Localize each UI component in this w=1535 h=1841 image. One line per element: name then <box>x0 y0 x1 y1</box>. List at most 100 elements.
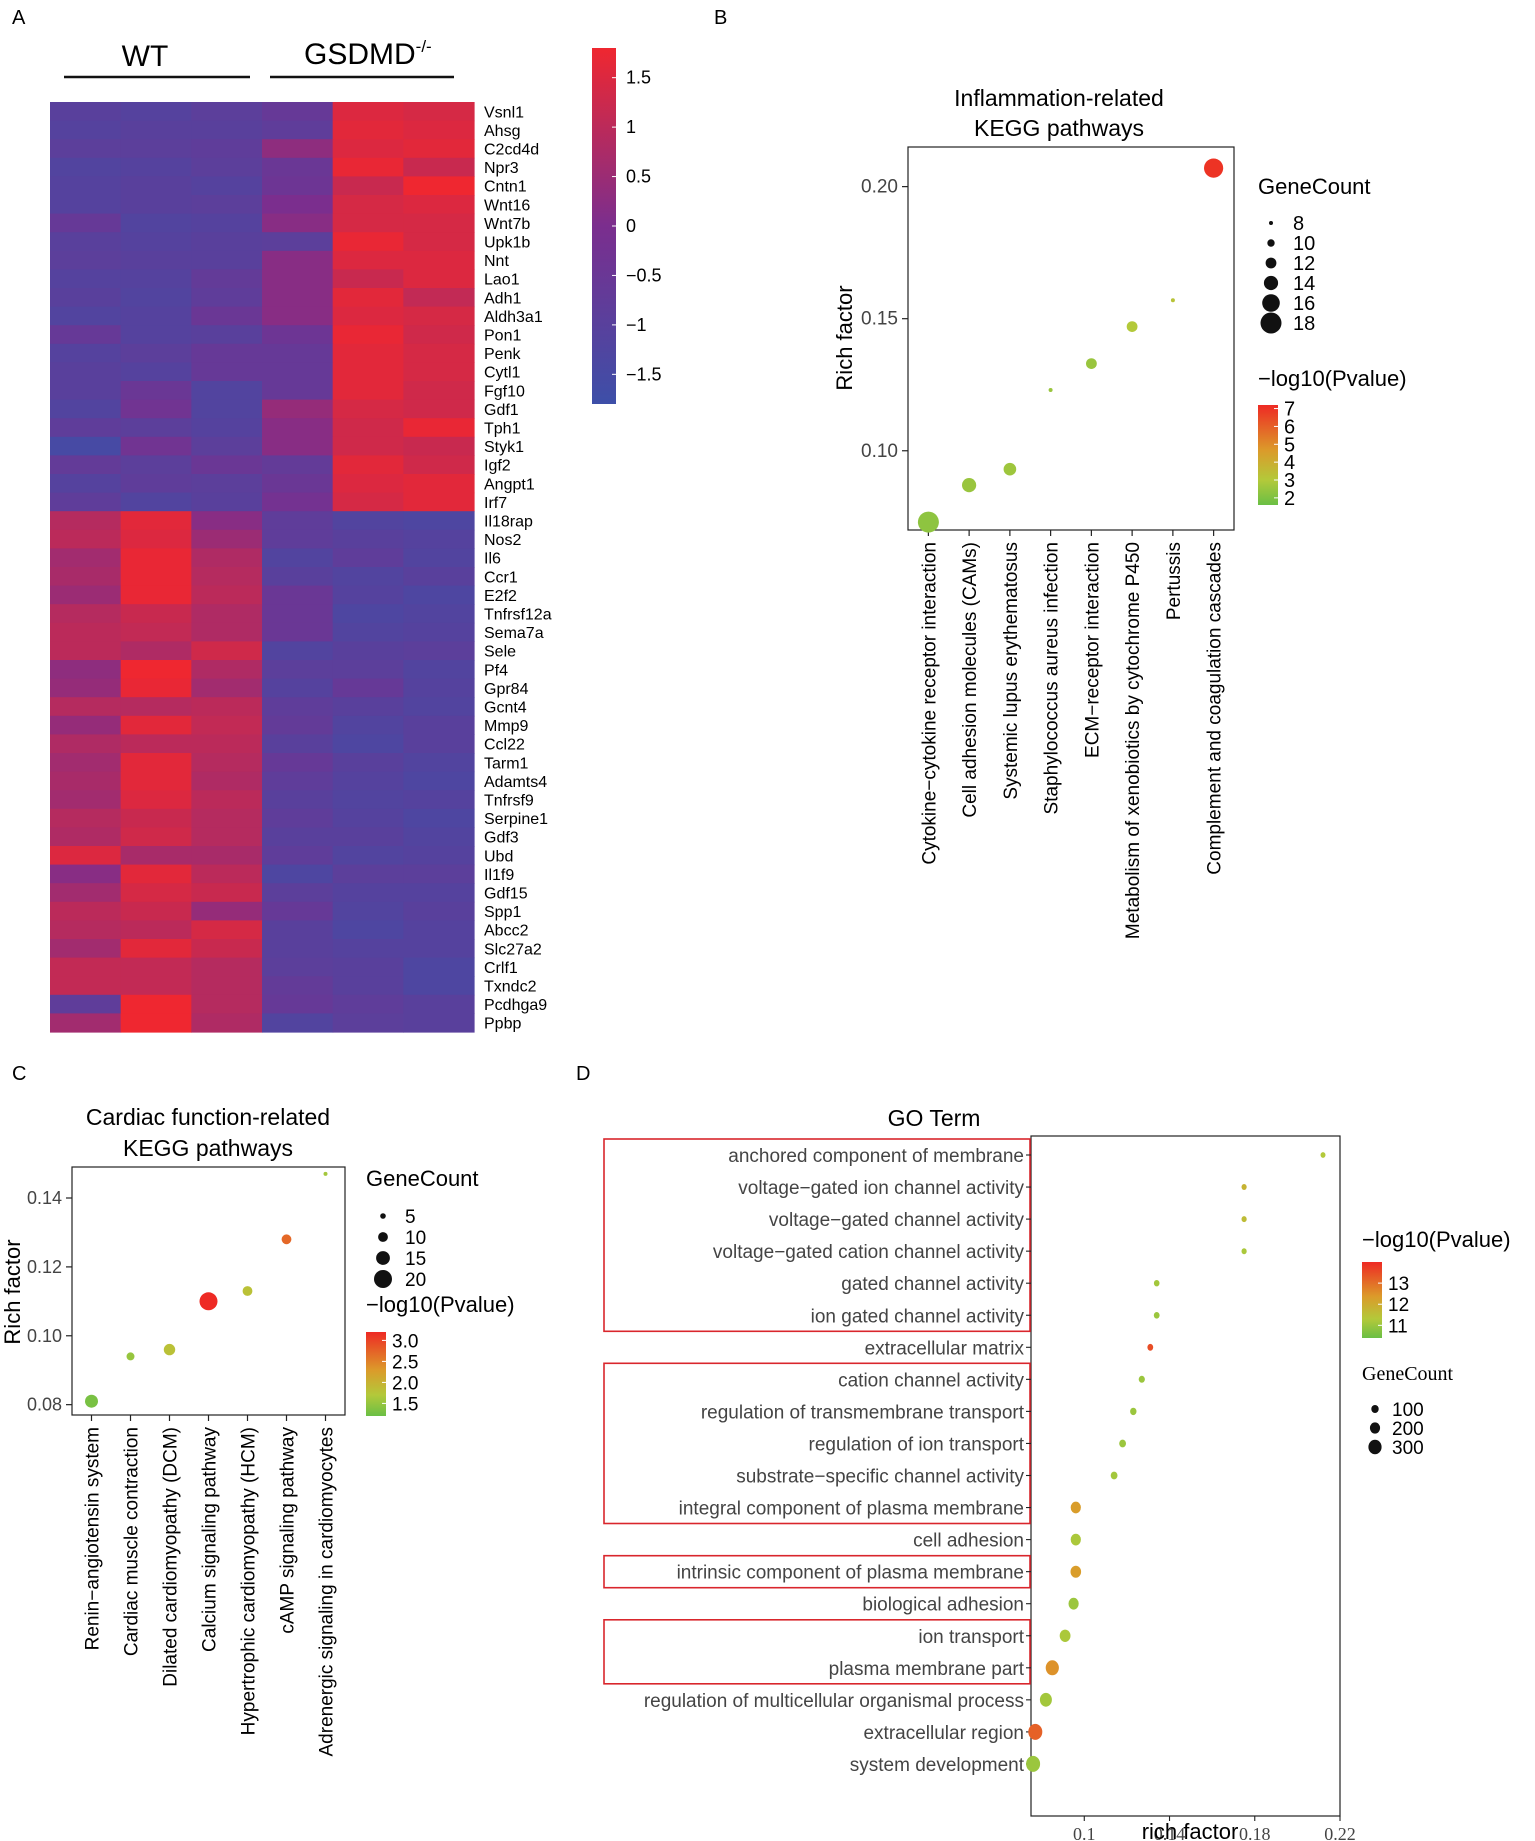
heatmap-cell-gpr84-2 <box>120 678 192 698</box>
chart-b-size-legend-label-2: 12 <box>1293 253 1315 275</box>
heatmap-cell-ahsg-4 <box>262 120 334 140</box>
gene-label-aldh3a1: Aldh3a1 <box>484 309 543 326</box>
chart-d-x-axis: 0.1 0.14 0.18 0.22 <box>1073 1816 1356 1841</box>
chart-c-xtick-renin-angiotensin-system: Renin−angiotensin system <box>83 1427 104 1650</box>
chart-b-size-legend-title: GeneCount <box>1258 174 1371 199</box>
heatmap-cell-tnfrsf12a-2 <box>120 604 192 624</box>
heatmap-cell-txndc2-3 <box>191 976 263 996</box>
group-label-gsdmd-sup: -/- <box>416 37 432 56</box>
heatmap-cell-ccl22-6 <box>403 734 475 754</box>
heatmap-cell-tnfrsf9-2 <box>120 790 192 810</box>
heatmap-cell-sele-5 <box>332 641 404 661</box>
chart-b-y-axis: 0.10 0.15 0.20 <box>861 177 908 462</box>
heatmap-cell-gdf3-6 <box>403 827 475 847</box>
heatmap-cell-il6-4 <box>262 548 334 568</box>
go-point-regulation-of-transmembrane-transport <box>1130 1407 1137 1416</box>
heatmap-cell-igf2-1 <box>50 455 122 475</box>
panel-label-d: D <box>576 1063 590 1085</box>
chart-b-ylabel: Rich factor <box>832 285 857 390</box>
heatmap-cell-tnfrsf9-1 <box>50 790 122 810</box>
gene-label-angpt1: Angpt1 <box>484 476 535 493</box>
chart-b-xtick-pertussis: Pertussis <box>1164 542 1185 620</box>
heatmap-cell-ubd-6 <box>403 846 475 866</box>
heatmap-cell-penk-4 <box>262 343 334 363</box>
gene-label-nos2: Nos2 <box>484 532 521 549</box>
chart-c-title: Cardiac function-related <box>86 1104 330 1130</box>
heatmap-cell-nos2-4 <box>262 529 334 549</box>
go-label-voltage-gated-channel-activity: voltage−gated channel activity <box>769 1210 1025 1231</box>
heatmap-cell-gcnt4-3 <box>191 697 263 717</box>
heatmap-cell-ppbp-5 <box>332 1013 404 1033</box>
gene-label-ccr1: Ccr1 <box>484 569 518 586</box>
gene-label-adh1: Adh1 <box>484 290 521 307</box>
heatmap-cell-il1f9-3 <box>191 864 263 884</box>
heatmap-cell-il6-3 <box>191 548 263 568</box>
chart-b-colorbar-tick-0: 7 <box>1284 399 1295 421</box>
chart-b-title: Inflammation-related <box>954 85 1164 111</box>
colorbar-tick-2: 0.5 <box>626 167 651 187</box>
kegg-inflammation-panel: Inflammation-related KEGG pathways Rich … <box>832 85 1407 939</box>
heatmap-cell-nnt-4 <box>262 250 334 270</box>
chart-c-size-legend-label-0: 5 <box>405 1207 416 1228</box>
heatmap-cell-igf2-4 <box>262 455 334 475</box>
heatmap-cell-pon1-1 <box>50 325 122 345</box>
gene-label-e2f2: E2f2 <box>484 588 517 605</box>
heatmap-cell-nos2-2 <box>120 529 192 549</box>
gene-label-abcc2: Abcc2 <box>484 923 529 940</box>
go-point-regulation-of-multicellular-organismal-process <box>1039 1692 1052 1707</box>
heatmap-cell-gcnt4-1 <box>50 697 122 717</box>
chart-b-xtick-ecm-receptor-interaction: ECM−receptor interaction <box>1082 542 1103 758</box>
heatmap-cell-wnt7b-6 <box>403 213 475 233</box>
chart-c-xtick-calcium-signaling-pathway: Calcium signaling pathway <box>200 1427 221 1652</box>
heatmap-cell-ppbp-2 <box>120 1013 192 1033</box>
chart-c-size-legend-dot-1 <box>378 1232 388 1242</box>
heatmap-cell-ppbp-6 <box>403 1013 475 1033</box>
go-label-cell-adhesion: cell adhesion <box>913 1531 1024 1552</box>
go-label-ion-transport: ion transport <box>918 1627 1024 1648</box>
heatmap-cell-ppbp-1 <box>50 1013 122 1033</box>
go-label-voltage-gated-ion-channel-activity: voltage−gated ion channel activity <box>738 1178 1024 1199</box>
colorbar-tick-4: −0.5 <box>626 265 662 285</box>
gene-label-gdf15: Gdf15 <box>484 886 528 903</box>
heatmap-cell-lao1-4 <box>262 269 334 289</box>
chart-b-size-legend-dot-4 <box>1262 294 1280 312</box>
chart-c-colorbar-tick-1: 2.5 <box>392 1352 418 1373</box>
heatmap-cell-irf7-2 <box>120 492 192 512</box>
go-point-extracellular-matrix <box>1147 1343 1154 1351</box>
chart-b-size-legend-label-1: 10 <box>1293 233 1315 255</box>
chart-c-size-legend-label-2: 15 <box>405 1249 426 1270</box>
chart-b-point-metabolism-of-xenobiotics-by-cytochrome-p450 <box>1126 321 1138 332</box>
chart-b-colorbar-tick-2: 5 <box>1284 434 1295 456</box>
heatmap-cell-adh1-6 <box>403 288 475 308</box>
chart-d-points <box>1026 1152 1326 1772</box>
gene-label-il6: Il6 <box>484 551 501 568</box>
heatmap-cell-il6-6 <box>403 548 475 568</box>
heatmap-cell-cytl1-4 <box>262 362 334 382</box>
chart-b-xtick-staphylococcus-aureus-infection: Staphylococcus aureus infection <box>1042 542 1063 815</box>
heatmap-cell-gcnt4-5 <box>332 697 404 717</box>
heatmap-cell-cntn1-1 <box>50 176 122 196</box>
heatmap-cell-il1f9-1 <box>50 864 122 884</box>
heatmap-cell-npr3-1 <box>50 157 122 177</box>
gene-label-igf2: Igf2 <box>484 458 511 475</box>
heatmap-cell-adamts4-4 <box>262 771 334 791</box>
go-point-anchored-component-of-membrane <box>1320 1152 1326 1158</box>
heatmap-cell-irf7-3 <box>191 492 263 512</box>
heatmap-cell-crlf1-2 <box>120 957 192 977</box>
heatmap-cell-tarm1-3 <box>191 753 263 773</box>
heatmap-cell-ccr1-4 <box>262 567 334 587</box>
heatmap-cell-il6-1 <box>50 548 122 568</box>
heatmap-cell-crlf1-1 <box>50 957 122 977</box>
heatmap-cell-ccl22-2 <box>120 734 192 754</box>
heatmap-cell-spp1-1 <box>50 901 122 921</box>
heatmap-cell-il18rap-6 <box>403 511 475 531</box>
heatmap-cell-angpt1-2 <box>120 474 192 494</box>
heatmap-cell-e2f2-5 <box>332 585 404 605</box>
heatmap-cell-wnt16-3 <box>191 195 263 215</box>
heatmap-cell-sele-2 <box>120 641 192 661</box>
heatmap-cell-ahsg-2 <box>120 120 192 140</box>
heatmap-cell-c2cd4d-2 <box>120 139 192 159</box>
heatmap-cell-ahsg-5 <box>332 120 404 140</box>
heatmap-cell-tnfrsf12a-4 <box>262 604 334 624</box>
